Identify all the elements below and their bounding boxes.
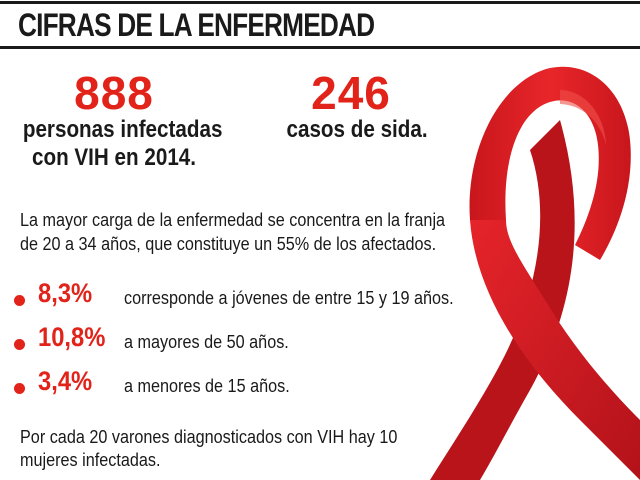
stat-aids-cases: 246 casos de sida. <box>276 67 428 144</box>
red-ribbon-icon <box>430 66 640 480</box>
bullet-list: 8,3% corresponde a jóvenes de entre 15 y… <box>14 278 614 410</box>
header-bottom-rule <box>0 46 640 49</box>
footer-line1: Por cada 20 varones diagnosticados con V… <box>20 427 398 447</box>
footer-line2: mujeres infectadas. <box>20 450 161 470</box>
bullet-dot-icon <box>14 295 25 306</box>
bullet-dot-icon <box>14 339 25 350</box>
intro-line2: de 20 a 34 años, que constituye un 55% d… <box>20 234 437 254</box>
bullet-percent: 10,8% <box>38 322 106 352</box>
stat-infected: 888 personas infectadas con VIH en 2014. <box>8 67 223 172</box>
page-title: CIFRAS DE LA ENFERMEDAD <box>18 7 375 43</box>
stat-label-line1: personas infectadas <box>22 116 223 143</box>
bullet-percent: 8,3% <box>38 278 93 308</box>
stat-label-line2: con VIH en 2014. <box>31 144 197 171</box>
intro-paragraph: La mayor carga de la enfermedad se conce… <box>20 208 446 256</box>
bullet-text: a menores de 15 años. <box>124 376 290 396</box>
footer-paragraph: Por cada 20 varones diagnosticados con V… <box>20 426 434 472</box>
list-item: 8,3% corresponde a jóvenes de entre 15 y… <box>14 278 614 322</box>
header-top-rule <box>0 1 640 4</box>
header-bar: CIFRAS DE LA ENFERMEDAD <box>0 0 640 49</box>
list-item: 3,4% a menores de 15 años. <box>14 366 614 410</box>
stat-number: 246 <box>311 67 391 119</box>
intro-line1: La mayor carga de la enfermedad se conce… <box>20 210 446 230</box>
bullet-text: a mayores de 50 años. <box>124 332 289 352</box>
bullet-percent: 3,4% <box>38 366 93 396</box>
list-item: 10,8% a mayores de 50 años. <box>14 322 614 366</box>
stat-label-line1: casos de sida. <box>286 116 428 143</box>
stat-number: 888 <box>74 67 154 119</box>
bullet-text: corresponde a jóvenes de entre 15 y 19 a… <box>124 288 454 308</box>
bullet-dot-icon <box>14 383 25 394</box>
